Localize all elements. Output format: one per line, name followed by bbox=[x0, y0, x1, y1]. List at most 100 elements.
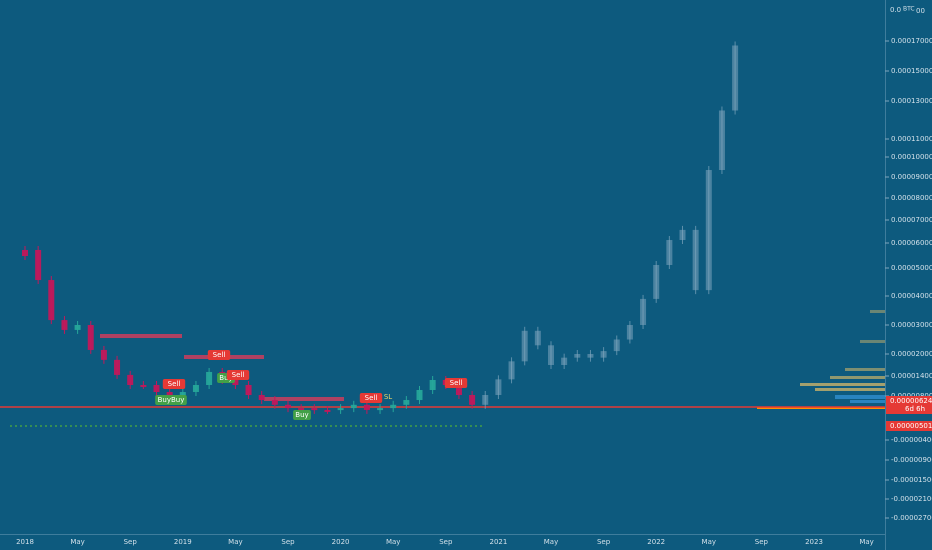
y-tick-label: 0.00004000 bbox=[891, 292, 932, 300]
x-tick-label: Sep bbox=[124, 538, 138, 546]
y-tick-label: 0.00007000 bbox=[891, 216, 932, 224]
candle bbox=[311, 408, 318, 411]
y-tick-label: -0.00002700 bbox=[891, 514, 932, 522]
x-tick-label: May bbox=[228, 538, 242, 546]
header-left: 0.0 bbox=[890, 6, 901, 14]
x-tick-label: Sep bbox=[755, 538, 769, 546]
signal-label: Sell bbox=[365, 394, 378, 402]
candle bbox=[206, 371, 213, 385]
candle bbox=[324, 409, 331, 412]
candle bbox=[561, 357, 568, 365]
price-tag-countdown: 6d 6h bbox=[905, 405, 925, 413]
candle bbox=[469, 395, 476, 405]
y-tick-label: 0.00011000 bbox=[891, 135, 932, 143]
candle bbox=[245, 385, 252, 395]
x-tick-label: 2018 bbox=[16, 538, 34, 546]
candle bbox=[100, 349, 107, 360]
candle bbox=[534, 330, 541, 346]
price-tag-label: 0.00000624 bbox=[890, 397, 932, 405]
x-tick-label: Sep bbox=[281, 538, 295, 546]
candle bbox=[666, 240, 673, 265]
candle bbox=[166, 392, 173, 395]
level-zone bbox=[264, 397, 344, 401]
candle bbox=[192, 385, 199, 392]
price-tag bbox=[886, 396, 932, 414]
candle bbox=[377, 408, 384, 411]
signal-badge bbox=[162, 379, 186, 389]
candle bbox=[482, 395, 489, 405]
candle bbox=[258, 395, 265, 401]
x-tick-label: 2019 bbox=[174, 538, 192, 546]
profile-bar bbox=[757, 407, 885, 409]
x-tick-label: 2020 bbox=[332, 538, 350, 546]
header-unit: BTC bbox=[903, 6, 915, 13]
candle bbox=[363, 404, 370, 410]
y-tick-label: 0.00005000 bbox=[891, 264, 932, 272]
signal-label: Sell bbox=[213, 351, 226, 359]
y-tick-label: -0.00001500 bbox=[891, 476, 932, 484]
candle bbox=[48, 280, 55, 321]
candle bbox=[232, 380, 239, 385]
candle bbox=[350, 404, 357, 409]
profile-bar bbox=[830, 376, 885, 379]
x-tick-label: 2022 bbox=[647, 538, 665, 546]
y-tick-label: -0.00000400 bbox=[891, 436, 932, 444]
volume-profile bbox=[757, 310, 885, 409]
candle bbox=[271, 400, 278, 405]
y-tick-label: 0.00010000 bbox=[891, 153, 932, 161]
y-tick-label: 0.00008000 bbox=[891, 194, 932, 202]
x-tick-label: Sep bbox=[597, 538, 611, 546]
candle bbox=[298, 408, 305, 411]
x-tick-label: 2023 bbox=[805, 538, 823, 546]
signal-badge bbox=[207, 350, 231, 360]
candle bbox=[718, 110, 725, 170]
signal-label: SL bbox=[384, 393, 392, 401]
y-tick-label: 0.00015000 bbox=[891, 67, 932, 75]
candle bbox=[22, 250, 28, 256]
candle bbox=[179, 392, 186, 395]
candle bbox=[600, 351, 607, 358]
x-tick-label: May bbox=[702, 538, 716, 546]
candle bbox=[455, 385, 462, 395]
x-tick-label: 2021 bbox=[489, 538, 507, 546]
signal-badge bbox=[293, 410, 311, 420]
candle bbox=[495, 379, 502, 395]
signal-badge bbox=[444, 378, 468, 388]
price-tag bbox=[886, 421, 932, 431]
candle bbox=[626, 325, 633, 340]
candle bbox=[285, 404, 291, 409]
candle bbox=[390, 404, 397, 409]
x-tick-label: May bbox=[859, 538, 873, 546]
candle bbox=[87, 325, 94, 350]
y-tick-label: 0.00017000 bbox=[891, 37, 932, 45]
candle bbox=[74, 325, 81, 330]
candle bbox=[587, 354, 594, 358]
x-tick-label: May bbox=[386, 538, 400, 546]
candle bbox=[127, 374, 134, 385]
profile-bar bbox=[835, 395, 885, 399]
candle bbox=[403, 400, 410, 405]
y-tick-label: 0.00013000 bbox=[891, 97, 932, 105]
candle bbox=[613, 339, 620, 352]
signal-label: Sell bbox=[232, 371, 245, 379]
candle bbox=[416, 390, 423, 401]
candle bbox=[679, 229, 686, 241]
y-tick-label: 0.00003000 bbox=[891, 321, 932, 329]
signal-label: BuyBuy bbox=[158, 396, 185, 404]
candle bbox=[429, 380, 436, 390]
profile-bar bbox=[800, 383, 885, 386]
candle bbox=[140, 385, 147, 387]
x-tick-label: Sep bbox=[439, 538, 453, 546]
y-tick-label: 0.00009000 bbox=[891, 173, 932, 181]
signal-label: Buy bbox=[295, 411, 308, 419]
level-zone bbox=[100, 334, 182, 338]
candle bbox=[692, 229, 699, 291]
profile-bar bbox=[815, 388, 885, 391]
signal-label: Sell bbox=[450, 379, 463, 387]
signal-badge bbox=[359, 393, 383, 403]
profile-bar bbox=[870, 310, 885, 313]
candle bbox=[61, 320, 68, 330]
y-tick-label: -0.00002100 bbox=[891, 495, 932, 503]
candle bbox=[640, 298, 647, 325]
